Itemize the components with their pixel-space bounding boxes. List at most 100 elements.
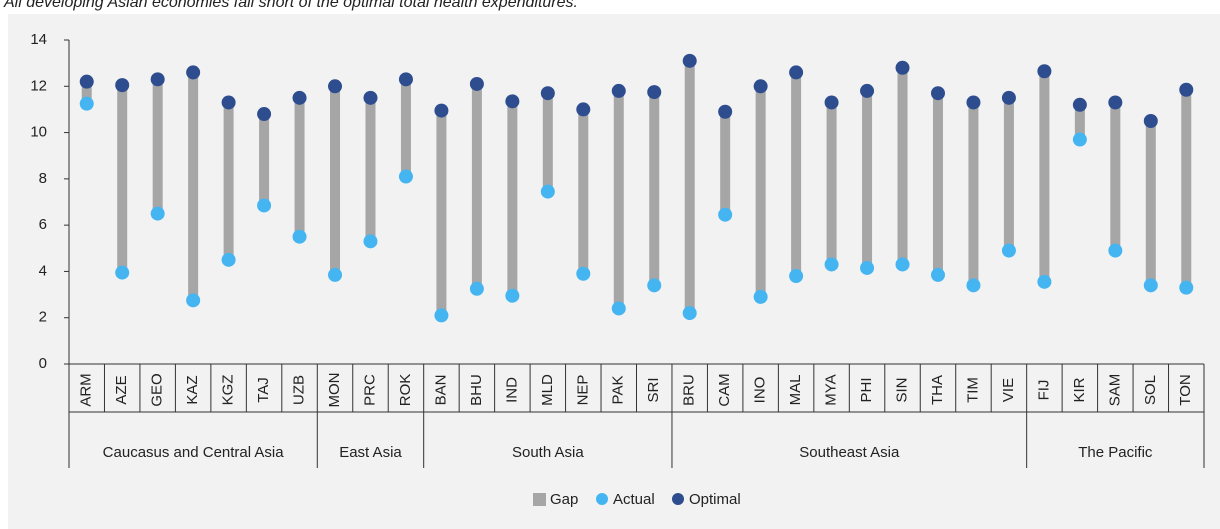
x-tick-label: FIJ bbox=[1035, 380, 1052, 401]
optimal-dot bbox=[221, 95, 236, 110]
optimal-dot bbox=[292, 90, 307, 105]
legend-swatch bbox=[672, 493, 684, 505]
gap-bar bbox=[365, 97, 376, 242]
optimal-dot bbox=[257, 107, 272, 122]
actual-dot bbox=[292, 229, 307, 244]
group-label: The Pacific bbox=[1078, 444, 1153, 461]
legend-label: Actual bbox=[613, 491, 655, 508]
x-tick-label: KIR bbox=[1071, 377, 1088, 402]
optimal-dot bbox=[966, 95, 981, 110]
optimal-dot bbox=[753, 79, 768, 94]
actual-dot bbox=[1179, 280, 1194, 295]
gap-bar bbox=[259, 114, 270, 206]
gap-bar bbox=[1074, 104, 1085, 140]
group-label: Southeast Asia bbox=[799, 444, 900, 461]
optimal-dot bbox=[576, 102, 591, 117]
actual-dot bbox=[1037, 274, 1052, 289]
gap-bar bbox=[649, 92, 660, 286]
gap-bar bbox=[968, 102, 979, 286]
gap-bar bbox=[436, 110, 447, 316]
x-tick-label: KGZ bbox=[220, 375, 237, 406]
actual-dot bbox=[718, 207, 733, 222]
gap-bar bbox=[826, 102, 837, 265]
group-label: South Asia bbox=[512, 444, 584, 461]
x-tick-label: ARM bbox=[78, 373, 95, 406]
optimal-dot bbox=[79, 74, 94, 89]
x-tick-label: TIM bbox=[964, 377, 981, 403]
actual-dot bbox=[824, 257, 839, 272]
actual-dot bbox=[1143, 278, 1158, 293]
legend-swatch bbox=[533, 493, 546, 506]
x-tick-label: THA bbox=[929, 375, 946, 405]
gap-bar bbox=[81, 81, 92, 104]
actual-dot bbox=[328, 267, 343, 282]
gap-bar bbox=[578, 109, 589, 274]
optimal-dot bbox=[1072, 97, 1087, 112]
x-tick-label: PHI bbox=[858, 377, 875, 402]
group-label: Caucasus and Central Asia bbox=[103, 444, 285, 461]
x-tick-label: MON bbox=[326, 373, 343, 408]
gap-bar bbox=[1110, 102, 1121, 251]
x-tick-label: INO bbox=[752, 377, 769, 404]
optimal-dot bbox=[469, 76, 484, 91]
actual-dot bbox=[469, 281, 484, 296]
optimal-dot bbox=[824, 95, 839, 110]
optimal-dot bbox=[363, 90, 378, 105]
actual-dot bbox=[789, 269, 804, 284]
actual-dot bbox=[682, 306, 697, 321]
x-tick-label: SRI bbox=[645, 377, 662, 402]
x-tick-label: BAN bbox=[432, 375, 449, 406]
actual-dot bbox=[434, 308, 449, 323]
gap-bar bbox=[684, 60, 695, 314]
x-tick-label: PAK bbox=[610, 376, 627, 405]
optimal-dot bbox=[150, 72, 165, 87]
gap-bar bbox=[1181, 89, 1192, 288]
x-tick-label: KAZ bbox=[184, 375, 201, 404]
optimal-dot bbox=[611, 83, 626, 98]
x-tick-label: PRC bbox=[361, 374, 378, 406]
optimal-dot bbox=[186, 65, 201, 80]
optimal-dot bbox=[1108, 95, 1123, 110]
x-tick-label: UZB bbox=[291, 375, 308, 405]
x-tick-label: TAJ bbox=[255, 377, 272, 403]
gap-bar bbox=[862, 90, 873, 268]
gap-bar bbox=[755, 86, 766, 297]
gap-bar bbox=[542, 93, 553, 192]
optimal-dot bbox=[682, 53, 697, 68]
optimal-dot bbox=[1179, 82, 1194, 97]
x-tick-label: CAM bbox=[716, 373, 733, 406]
optimal-dot bbox=[860, 83, 875, 98]
x-tick-label: NEP bbox=[574, 375, 591, 406]
x-tick-label: MAL bbox=[787, 375, 804, 406]
y-tick-label: 4 bbox=[39, 262, 47, 279]
x-tick-label: SAM bbox=[1106, 374, 1123, 407]
group-label: East Asia bbox=[339, 444, 402, 461]
x-tick-label: SIN bbox=[893, 377, 910, 402]
optimal-dot bbox=[434, 103, 449, 118]
x-tick-label: TON bbox=[1177, 374, 1194, 405]
optimal-dot bbox=[789, 65, 804, 80]
actual-dot bbox=[647, 278, 662, 293]
actual-dot bbox=[257, 198, 272, 213]
optimal-dot bbox=[930, 86, 945, 101]
actual-dot bbox=[611, 301, 626, 316]
y-tick-label: 8 bbox=[39, 170, 47, 187]
legend-label: Optimal bbox=[689, 491, 741, 508]
optimal-dot bbox=[1143, 114, 1158, 128]
x-tick-label: GEO bbox=[149, 373, 166, 406]
y-tick-label: 10 bbox=[30, 124, 47, 141]
actual-dot bbox=[860, 260, 875, 275]
gap-bar bbox=[294, 97, 305, 237]
actual-dot bbox=[753, 289, 768, 304]
actual-dot bbox=[505, 288, 520, 303]
x-tick-label: IND bbox=[503, 377, 520, 403]
actual-dot bbox=[221, 252, 236, 267]
actual-dot bbox=[398, 169, 413, 184]
gap-bar bbox=[791, 72, 802, 277]
optimal-dot bbox=[505, 94, 520, 109]
optimal-dot bbox=[647, 85, 662, 100]
actual-dot bbox=[363, 234, 378, 249]
y-tick-label: 6 bbox=[39, 216, 47, 233]
gap-bar bbox=[897, 67, 908, 265]
optimal-dot bbox=[540, 86, 555, 101]
